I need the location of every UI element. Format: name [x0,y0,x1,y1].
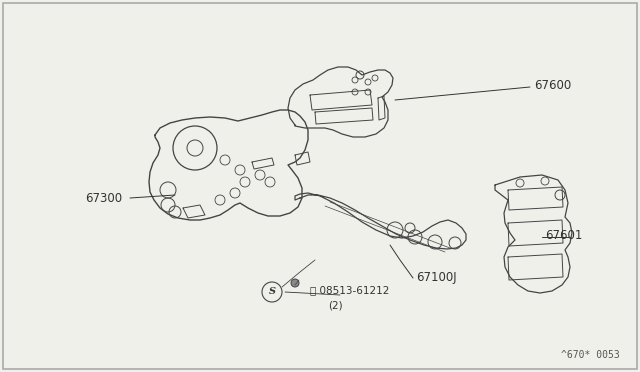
Text: 67100J: 67100J [416,272,456,285]
Text: S: S [269,288,275,296]
Text: 67601: 67601 [545,228,582,241]
Text: Ⓢ 08513-61212: Ⓢ 08513-61212 [310,285,389,295]
Text: 67600: 67600 [534,78,572,92]
Circle shape [291,279,299,287]
Text: 67300: 67300 [85,192,122,205]
Text: ^670* 0053: ^670* 0053 [561,350,620,360]
Text: (2): (2) [328,300,342,310]
